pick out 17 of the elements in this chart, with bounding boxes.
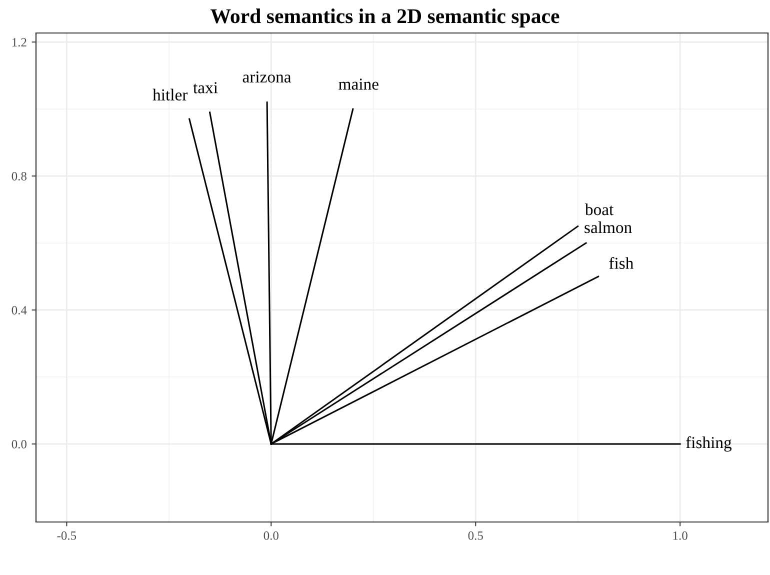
series-label: salmon — [584, 221, 632, 234]
chart-title: Word semantics in a 2D semantic space — [210, 8, 560, 28]
x-tick-label: -0.5 — [57, 531, 76, 540]
series-label: arizona — [242, 71, 292, 83]
x-tick-label: 0.5 — [468, 531, 483, 540]
x-tick-label: 0.0 — [264, 531, 278, 540]
y-tick-label: 1.2 — [12, 38, 26, 47]
series-label: maine — [338, 78, 378, 90]
series-label: taxi — [193, 82, 218, 94]
series-label: fish — [609, 257, 634, 269]
y-tick-label: 0.8 — [12, 172, 26, 181]
series-label: hitler — [152, 88, 188, 101]
x-tick-label: 1.0 — [673, 531, 688, 540]
y-tick-label: 0.4 — [12, 306, 27, 315]
y-tick-label: 0.0 — [12, 440, 26, 448]
series-label: boat — [584, 203, 614, 216]
series-label: fishing — [686, 436, 732, 452]
